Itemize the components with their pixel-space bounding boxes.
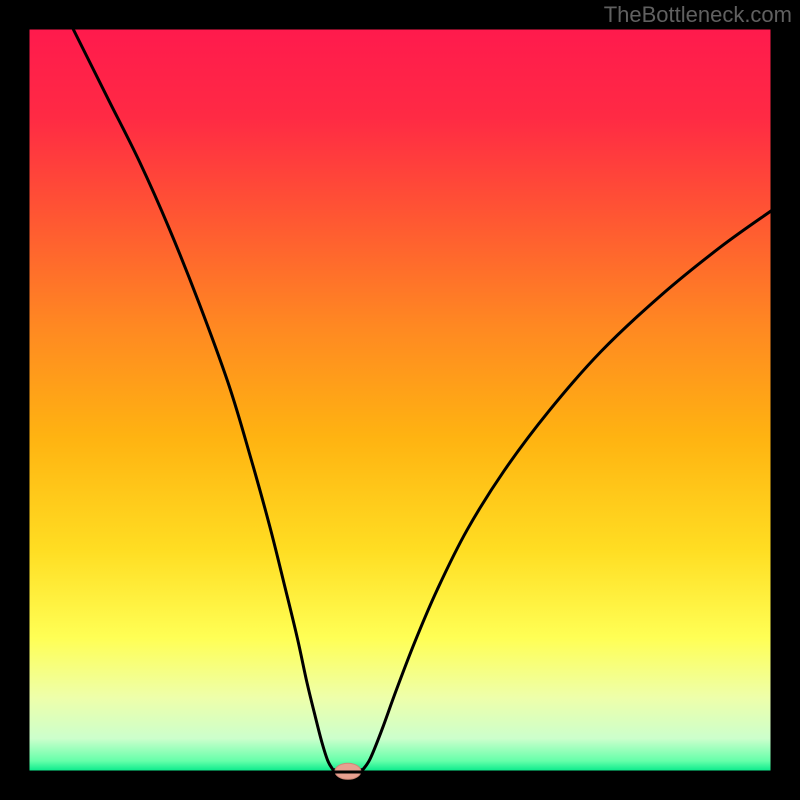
bottleneck-chart (0, 0, 800, 800)
plot-background (28, 28, 772, 772)
chart-container: { "watermark": "TheBottleneck.com", "cha… (0, 0, 800, 800)
